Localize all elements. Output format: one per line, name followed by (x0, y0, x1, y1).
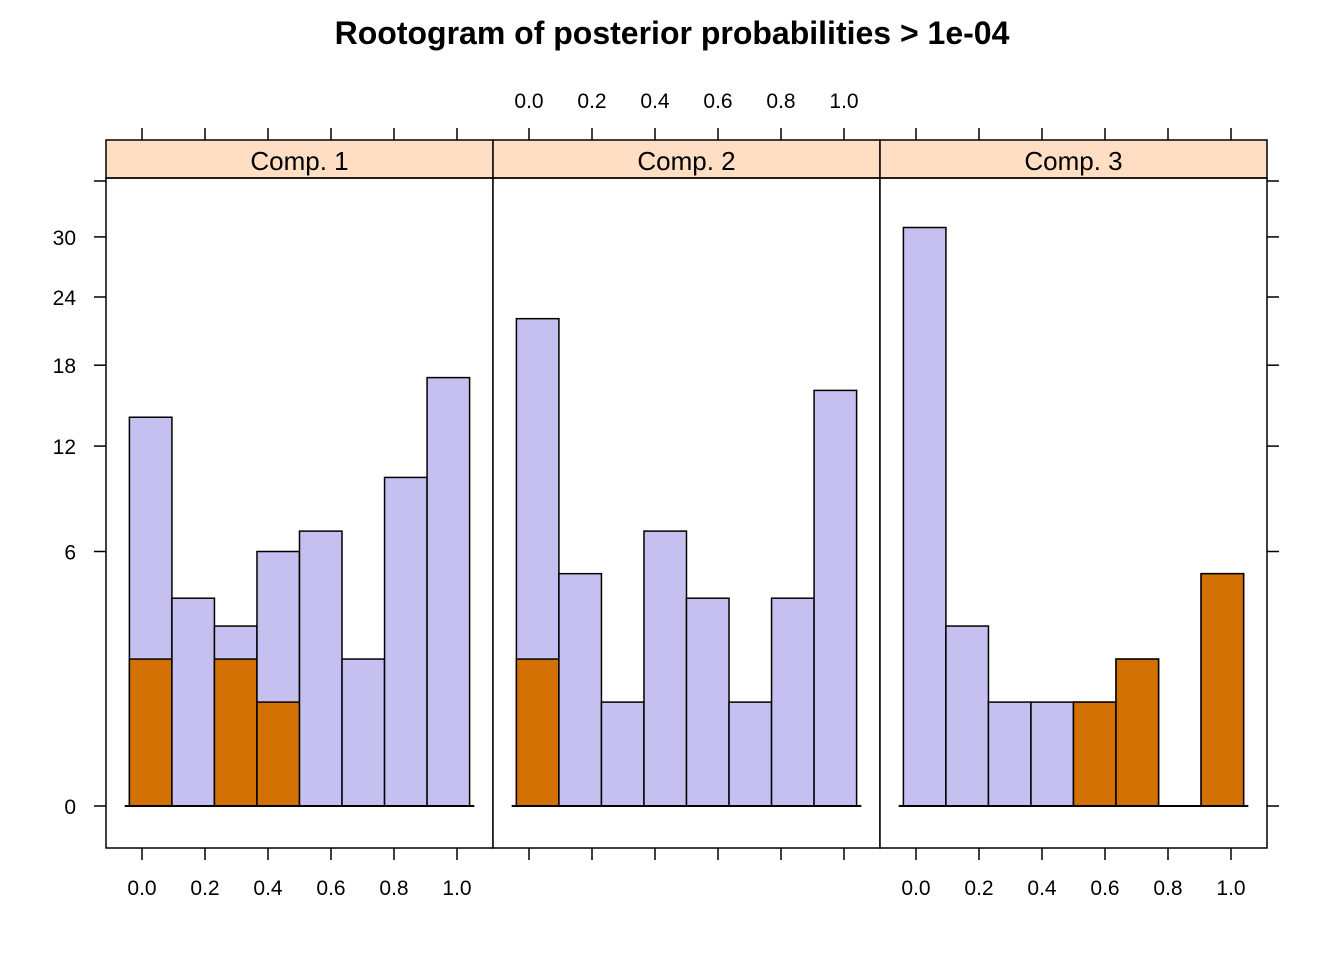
x-tick-label-top: 0.4 (640, 90, 670, 113)
x-tick-label-top: 0.2 (577, 90, 606, 113)
x-tick-label-bottom: 0.2 (190, 877, 219, 900)
panel-strip-label: Comp. 1 (250, 146, 348, 176)
bar-total (383, 476, 428, 807)
y-tick-label: 18 (53, 355, 76, 378)
y-tick-label: 12 (53, 436, 76, 459)
panel-strip (105, 139, 494, 179)
panel-strip (492, 139, 881, 179)
bar-highlight (1200, 572, 1245, 807)
x-tick-label-bottom: 1.0 (1216, 877, 1245, 900)
x-tick-label-bottom: 0.6 (1090, 877, 1119, 900)
bar-total (813, 389, 858, 807)
bar-total (341, 658, 386, 807)
bar-total (728, 701, 773, 807)
x-tick-label-top: 1.0 (829, 90, 858, 113)
y-tick-label: 24 (53, 287, 77, 310)
x-tick-label-top: 0.0 (514, 90, 543, 113)
bar-total (298, 530, 343, 807)
bar-total (902, 226, 947, 807)
x-tick-label-bottom: 0.8 (379, 877, 408, 900)
x-tick-label-top: 0.8 (766, 90, 795, 113)
panel-strip (879, 139, 1268, 179)
x-tick-label-bottom: 0.6 (316, 877, 345, 900)
panel-strip-label: Comp. 3 (1024, 146, 1122, 176)
bar-total (945, 625, 990, 807)
bar-total (987, 701, 1032, 807)
x-tick-label-top: 0.6 (703, 90, 732, 113)
panel-strip-label: Comp. 2 (637, 146, 735, 176)
bar-total (171, 597, 216, 807)
bar-total (600, 701, 645, 807)
x-tick-label-bottom: 0.8 (1153, 877, 1182, 900)
x-tick-label-bottom: 0.4 (1027, 877, 1057, 900)
x-tick-label-bottom: 1.0 (442, 877, 471, 900)
bar-total (558, 572, 603, 807)
bar-total (685, 597, 730, 807)
bar-highlight (213, 658, 258, 807)
bar-total (643, 530, 688, 807)
bar-highlight (128, 658, 173, 807)
bar-total (770, 597, 815, 807)
bar-highlight (1072, 701, 1117, 807)
chart-title: Rootogram of posterior probabilities > 1… (335, 15, 1010, 51)
bar-total (1030, 701, 1075, 807)
bar-highlight (256, 701, 301, 807)
y-tick-label: 0 (64, 796, 76, 819)
x-tick-label-bottom: 0.4 (253, 877, 283, 900)
bar-total (426, 376, 471, 807)
x-tick-label-bottom: 0.2 (964, 877, 993, 900)
x-tick-label-bottom: 0.0 (901, 877, 930, 900)
panel-frame (879, 177, 1268, 849)
y-tick-label: 30 (53, 227, 76, 250)
bar-highlight (515, 658, 560, 807)
y-tick-label: 6 (64, 541, 76, 564)
x-tick-label-bottom: 0.0 (127, 877, 156, 900)
bar-highlight (1115, 658, 1160, 807)
